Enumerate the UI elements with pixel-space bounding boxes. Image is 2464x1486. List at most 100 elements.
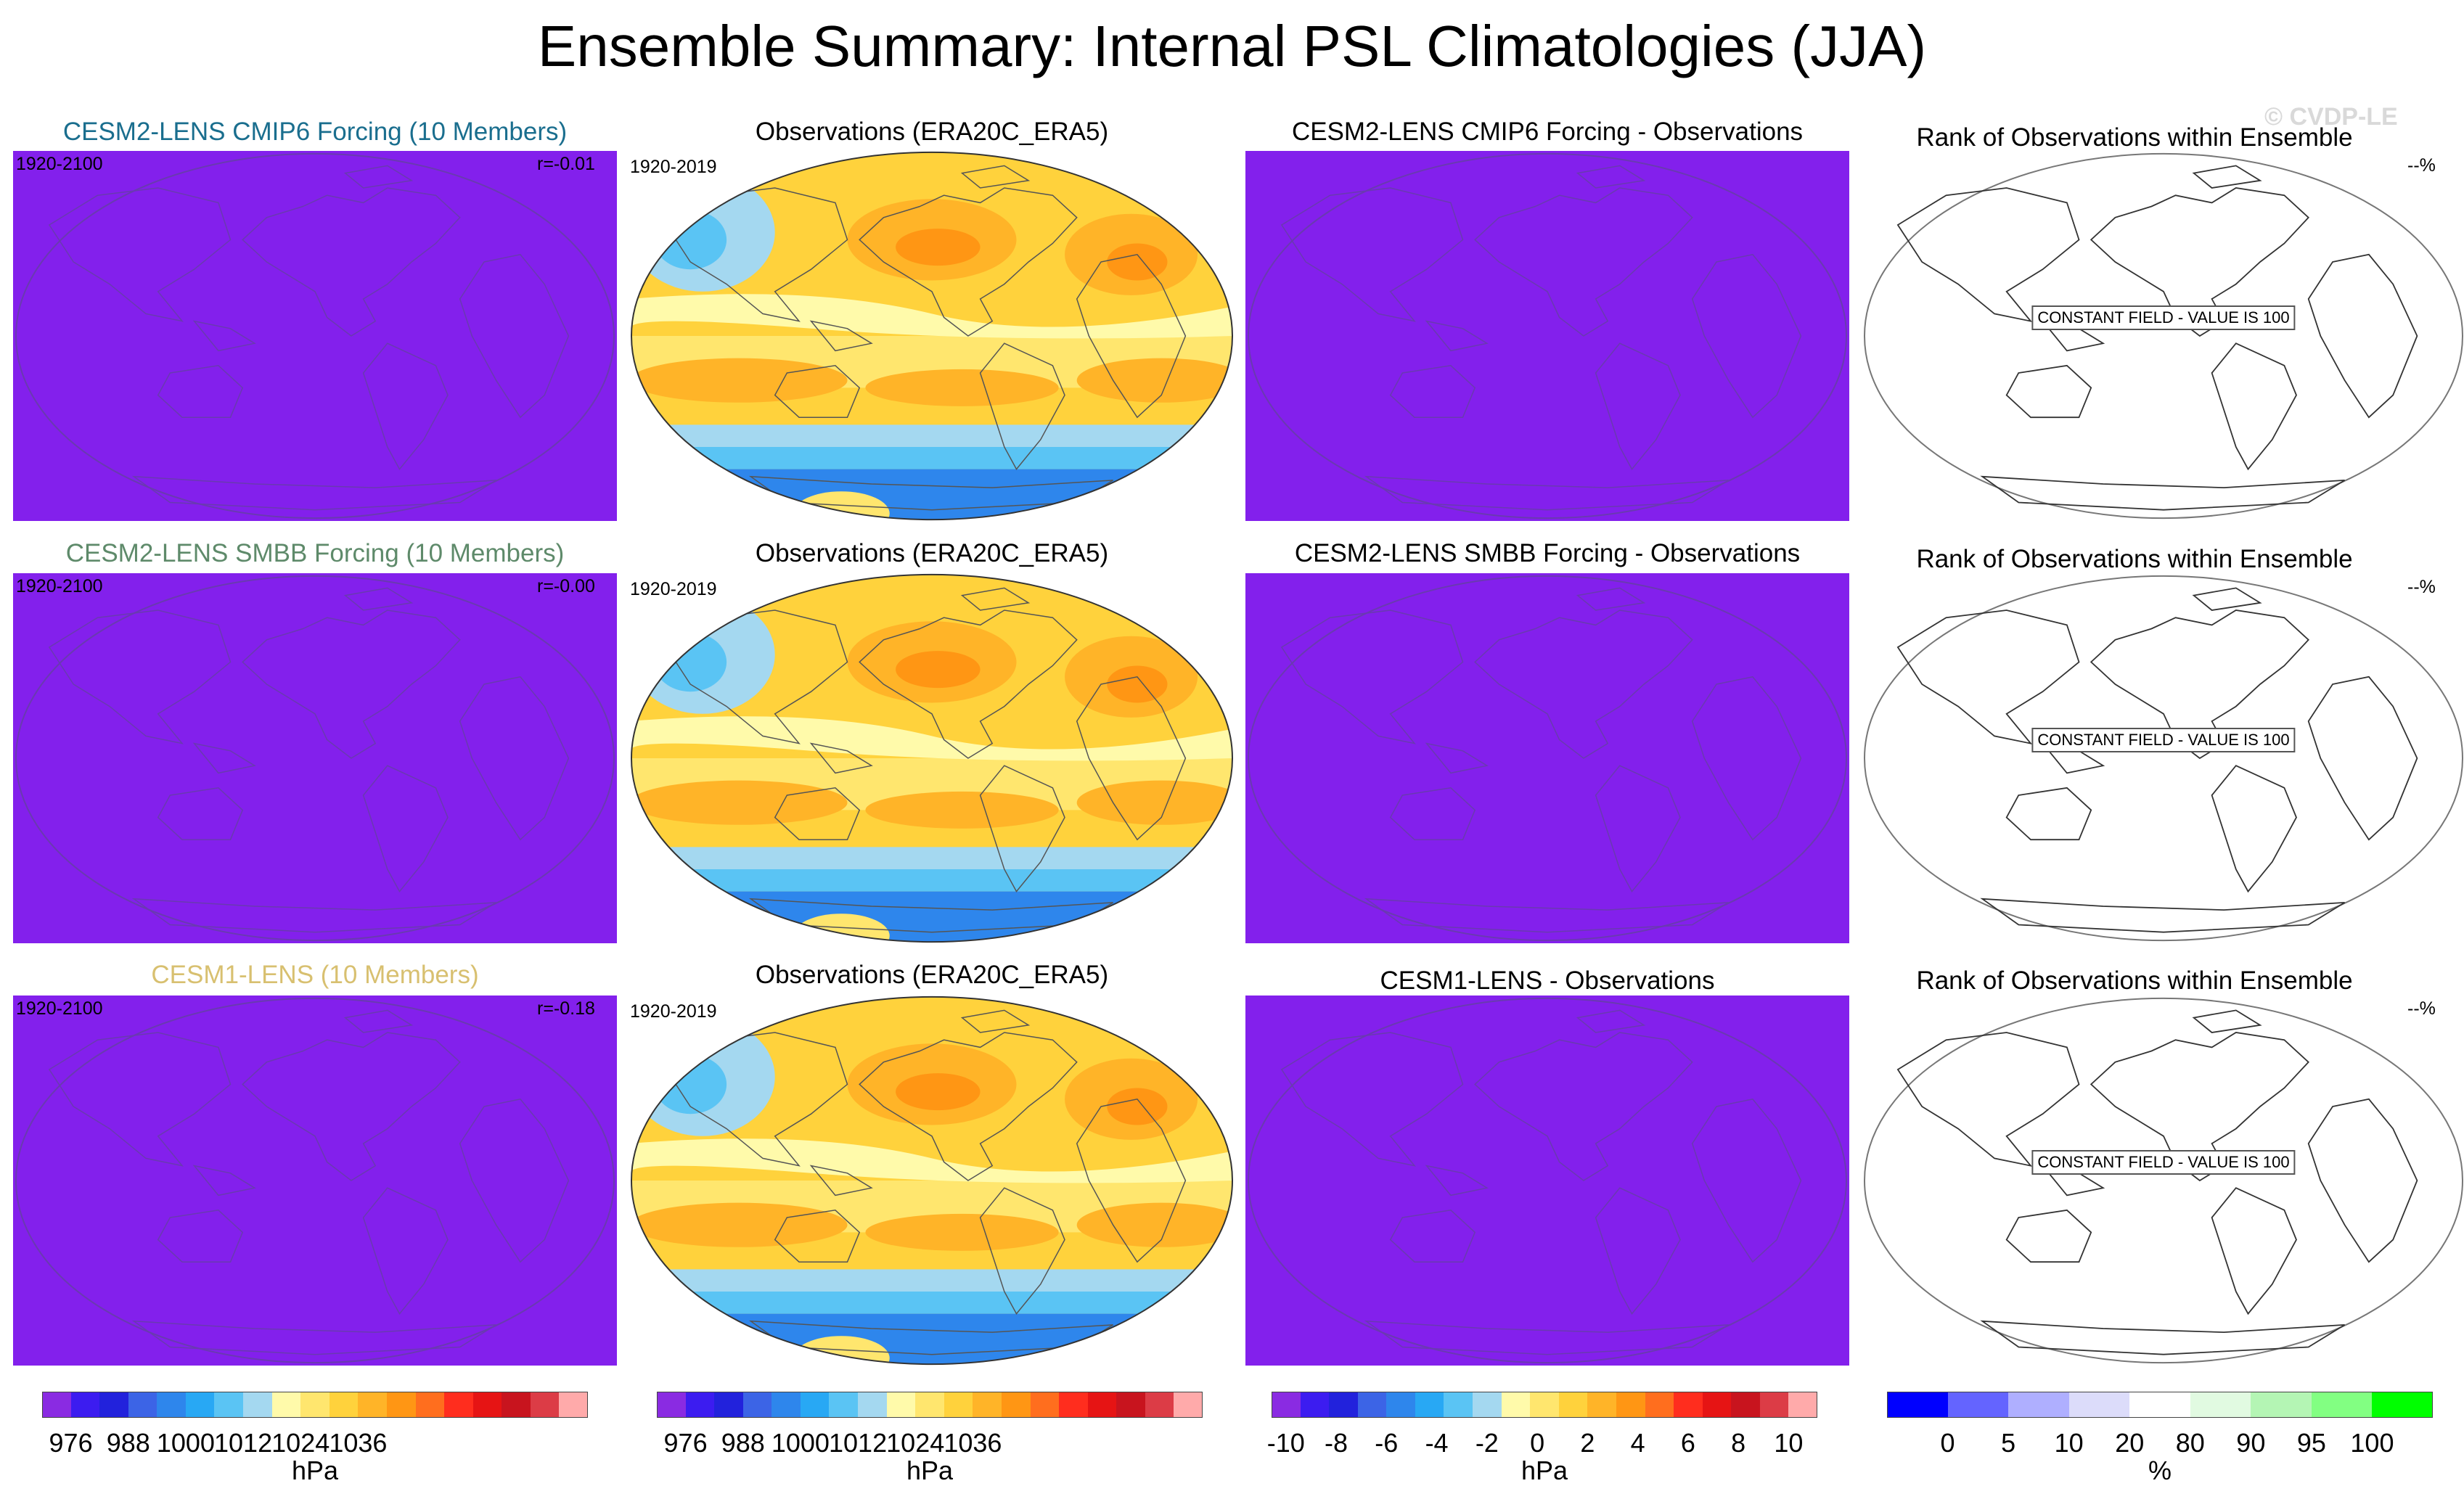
- diff-colorbar: [1272, 1392, 1818, 1418]
- coastline: [1576, 587, 1646, 611]
- asian-low-core: [654, 210, 727, 270]
- colorbar-swatch: [243, 1392, 273, 1418]
- map-outline: [631, 574, 1234, 943]
- coastline: [1980, 898, 2346, 933]
- coastline: [774, 1210, 861, 1263]
- coastline: [343, 165, 414, 189]
- coastline: [48, 187, 232, 322]
- coastline: [1576, 1009, 1646, 1033]
- colorbar-tick-label: 988: [721, 1428, 765, 1458]
- coastline: [242, 1032, 461, 1181]
- map-outline: [631, 996, 1234, 1365]
- map-outline: [15, 153, 615, 519]
- colorbar-swatch: [444, 1392, 474, 1418]
- colorbar-swatch: [1587, 1392, 1617, 1418]
- map-outline: [1248, 153, 1848, 519]
- coastline: [859, 187, 1078, 337]
- coastline: [1595, 1187, 1681, 1315]
- colorbar-swatch: [99, 1392, 129, 1418]
- coastline: [1896, 187, 2080, 322]
- constant-field-label: CONSTANT FIELD - VALUE IS 100: [2031, 727, 2296, 752]
- colorbar-swatch: [1357, 1392, 1387, 1418]
- coastline: [960, 587, 1031, 611]
- obs-panel-title: Observations (ERA20C_ERA5): [755, 118, 1109, 146]
- colorbar-tick-label: -10: [1266, 1428, 1305, 1458]
- southern-ocean-trough: [631, 1292, 1232, 1314]
- coastline: [2005, 364, 2092, 419]
- colorbar-swatch: [1759, 1392, 1789, 1418]
- colorbar-swatch: [70, 1392, 100, 1418]
- colorbar-tick-label: 20: [2115, 1428, 2145, 1458]
- coastline: [809, 320, 873, 352]
- coastline: [809, 1165, 873, 1196]
- coastline: [459, 676, 570, 841]
- colorbar-swatch: [1300, 1392, 1330, 1418]
- colorbar-tick-label: -6: [1375, 1428, 1399, 1458]
- coastline: [1389, 1210, 1476, 1263]
- southern-ocean-trough: [631, 891, 1232, 943]
- obs-years-label: 1920-2019: [630, 1001, 717, 1022]
- colorbar-unit-label: hPa: [291, 1456, 339, 1485]
- colorbar-swatch: [1501, 1392, 1531, 1418]
- high-pressure-belt: [631, 780, 848, 825]
- colorbar-swatch: [1788, 1392, 1818, 1418]
- colorbar-tick-label: 1000: [771, 1428, 830, 1458]
- coastline: [979, 765, 1065, 892]
- colorbar-tick-label: 10: [2054, 1428, 2084, 1458]
- tropical-low-band: [631, 716, 1232, 761]
- colorbar-swatch: [829, 1392, 859, 1418]
- colorbar-swatch: [1674, 1392, 1703, 1418]
- map-outline: [15, 575, 615, 941]
- model-years-label: 1920-2100: [16, 998, 103, 1019]
- north-pacific-high-core: [896, 651, 981, 689]
- southern-ocean-trough: [631, 424, 1232, 447]
- colorbar-swatch: [1947, 1392, 2009, 1418]
- coastline: [979, 342, 1065, 470]
- colorbar-swatch: [915, 1392, 945, 1418]
- coastline: [192, 320, 256, 352]
- colorbar-swatch: [2311, 1392, 2373, 1418]
- coastline: [665, 187, 848, 322]
- coastline: [1691, 676, 1802, 841]
- coastline: [2090, 187, 2309, 337]
- coastline: [459, 253, 570, 419]
- rank-percent-label: --%: [2407, 998, 2436, 1019]
- map-outline: [15, 998, 615, 1363]
- north-pacific-high-core: [896, 1073, 981, 1111]
- coastline: [859, 1032, 1078, 1181]
- colorbar-tick-label: 1012: [214, 1428, 273, 1458]
- diff-panel-title: CESM2-LENS SMBB Forcing - Observations: [1294, 539, 1801, 567]
- coastline: [1595, 765, 1681, 892]
- coastline: [2090, 1032, 2309, 1182]
- colorbar-swatch: [1473, 1392, 1502, 1418]
- coastline: [1691, 253, 1802, 419]
- rank-colorbar: [1887, 1392, 2434, 1418]
- model-panel-title: CESM2-LENS SMBB Forcing (10 Members): [65, 539, 565, 567]
- coastline: [242, 187, 461, 337]
- southern-ocean-trough: [631, 869, 1232, 892]
- rank-panel-title: Rank of Observations within Ensemble: [1916, 966, 2353, 995]
- colorbar-swatch: [1616, 1392, 1646, 1418]
- coastline: [1364, 475, 1729, 511]
- rank-percent-label: --%: [2407, 155, 2436, 176]
- map-outline: [1248, 575, 1848, 941]
- coastline: [1280, 187, 1464, 322]
- colorbar-swatch: [1386, 1392, 1416, 1418]
- model-pattern-correlation: r=-0.01: [537, 154, 595, 174]
- azores-high-core: [1107, 1088, 1168, 1125]
- colorbar-tick-label: -4: [1425, 1428, 1449, 1458]
- coastline: [1425, 1165, 1489, 1196]
- constant-field-label: CONSTANT FIELD - VALUE IS 100: [2031, 1149, 2296, 1175]
- obs-years-label: 1920-2019: [630, 579, 717, 599]
- high-pressure-belt: [1076, 1202, 1232, 1247]
- colorbar-swatch: [858, 1392, 888, 1418]
- colorbar-swatch: [1116, 1392, 1146, 1418]
- obs-years-label: 1920-2019: [630, 157, 717, 177]
- rank-panel-map: [1864, 153, 2464, 519]
- coastline: [960, 165, 1031, 189]
- coastline: [1364, 898, 1729, 933]
- colorbar-swatch: [1087, 1392, 1117, 1418]
- coastline: [1425, 742, 1489, 774]
- colorbar-swatch: [714, 1392, 744, 1418]
- coastline: [192, 1165, 256, 1196]
